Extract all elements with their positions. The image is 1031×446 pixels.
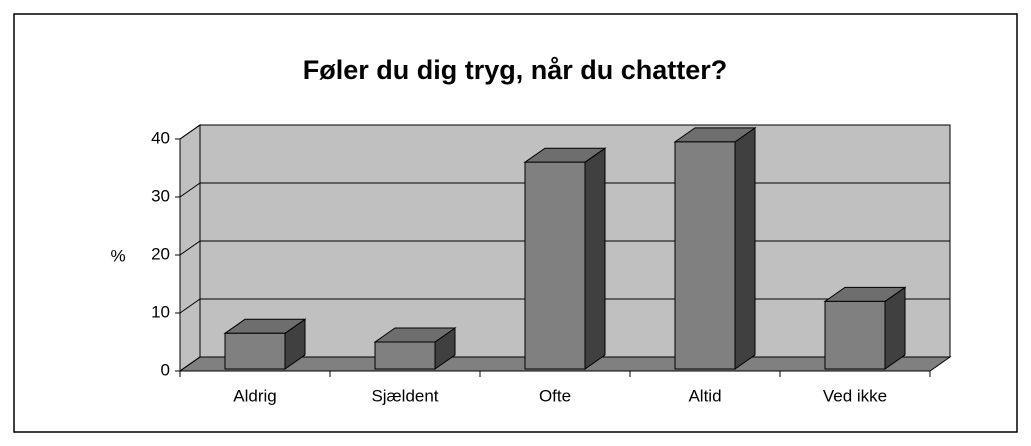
grid-line <box>179 124 950 140</box>
y-axis-label: % <box>110 246 125 265</box>
bar <box>824 300 886 370</box>
x-tick-label: Ofte <box>539 386 571 405</box>
chart-title: Føler du dig tryg, når du chatter? <box>303 55 728 85</box>
x-tick-label: Ved ikke <box>823 386 887 405</box>
y-tick-label: 20 <box>151 244 170 263</box>
bar-side <box>584 147 606 370</box>
bar <box>224 332 286 370</box>
x-tick-label: Aldrig <box>233 386 276 405</box>
bar <box>524 161 586 370</box>
bar <box>674 141 736 370</box>
y-tick-label: 0 <box>161 360 170 379</box>
y-tick-label: 40 <box>151 128 170 147</box>
x-tick-label: Altid <box>688 386 721 405</box>
bar <box>374 341 436 370</box>
y-tick-label: 10 <box>151 302 170 321</box>
bar-side <box>734 126 756 370</box>
x-tick-label: Sjældent <box>371 386 438 405</box>
y-tick-label: 30 <box>151 186 170 205</box>
